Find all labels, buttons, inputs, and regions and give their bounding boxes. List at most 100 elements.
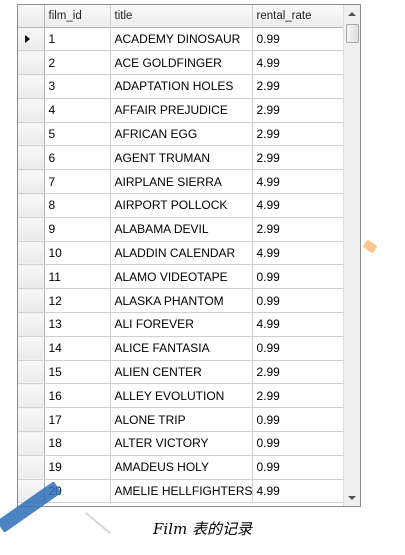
cell-title[interactable]: ALIEN CENTER bbox=[110, 360, 253, 385]
cell-rental-rate[interactable]: 4.99 bbox=[252, 193, 344, 218]
cell-film-id[interactable]: 3 bbox=[44, 74, 111, 99]
table-row[interactable]: 10 ALADDIN CALENDAR 4.99 bbox=[18, 241, 344, 266]
cell-title[interactable]: AFRICAN EGG bbox=[110, 122, 253, 147]
row-selector[interactable] bbox=[18, 145, 45, 171]
cell-film-id[interactable]: 8 bbox=[44, 193, 111, 218]
cell-rental-rate[interactable]: 2.99 bbox=[252, 145, 344, 171]
row-selector[interactable] bbox=[18, 360, 45, 385]
row-selector[interactable] bbox=[18, 217, 45, 242]
cell-title[interactable]: ALLEY EVOLUTION bbox=[110, 383, 253, 409]
table-row[interactable]: 17 ALONE TRIP 0.99 bbox=[18, 407, 344, 433]
cell-rental-rate[interactable]: 2.99 bbox=[252, 74, 344, 99]
scroll-down-button[interactable] bbox=[344, 489, 360, 506]
cell-film-id[interactable]: 9 bbox=[44, 217, 111, 242]
cell-rental-rate[interactable]: 4.99 bbox=[252, 50, 344, 76]
table-row[interactable]: 19 AMADEUS HOLY 0.99 bbox=[18, 455, 344, 480]
cell-title[interactable]: ALONE TRIP bbox=[110, 407, 253, 433]
cell-title[interactable]: AGENT TRUMAN bbox=[110, 145, 253, 171]
row-selector[interactable] bbox=[18, 288, 45, 314]
cell-title[interactable]: ALASKA PHANTOM bbox=[110, 288, 253, 314]
vertical-scrollbar[interactable] bbox=[343, 5, 360, 506]
row-selector[interactable] bbox=[18, 479, 45, 504]
cell-rental-rate[interactable]: 0.99 bbox=[252, 336, 344, 361]
row-selector[interactable] bbox=[18, 336, 45, 361]
cell-film-id[interactable]: 7 bbox=[44, 169, 111, 195]
cell-title[interactable]: ALADDIN CALENDAR bbox=[110, 241, 253, 266]
table-row[interactable]: 8 AIRPORT POLLOCK 4.99 bbox=[18, 193, 344, 218]
cell-film-id[interactable]: 6 bbox=[44, 145, 111, 171]
row-selector[interactable] bbox=[18, 264, 45, 290]
column-header-film-id[interactable]: film_id bbox=[44, 5, 111, 28]
cell-rental-rate[interactable]: 0.99 bbox=[252, 431, 344, 456]
cell-film-id[interactable]: 11 bbox=[44, 264, 111, 290]
row-selector[interactable] bbox=[18, 312, 45, 337]
cell-rental-rate[interactable]: 2.99 bbox=[252, 98, 344, 123]
cell-film-id[interactable]: 19 bbox=[44, 455, 111, 480]
cell-film-id[interactable]: 4 bbox=[44, 98, 111, 123]
cell-film-id[interactable]: 1 bbox=[44, 27, 111, 52]
table-row[interactable]: 1 ACADEMY DINOSAUR 0.99 bbox=[18, 27, 344, 52]
row-selector[interactable] bbox=[18, 455, 45, 480]
cell-title[interactable]: AMELIE HELLFIGHTERS bbox=[110, 479, 253, 504]
cell-rental-rate[interactable]: 0.99 bbox=[252, 27, 344, 52]
row-selector[interactable] bbox=[18, 74, 45, 99]
row-selector-header[interactable] bbox=[18, 5, 45, 28]
table-row[interactable]: 5 AFRICAN EGG 2.99 bbox=[18, 122, 344, 147]
table-row[interactable]: 12 ALASKA PHANTOM 0.99 bbox=[18, 288, 344, 314]
table-row[interactable]: 11 ALAMO VIDEOTAPE 0.99 bbox=[18, 264, 344, 290]
cell-rental-rate[interactable]: 4.99 bbox=[252, 169, 344, 195]
cell-rental-rate[interactable]: 0.99 bbox=[252, 264, 344, 290]
row-selector[interactable] bbox=[18, 50, 45, 76]
table-row[interactable]: 20 AMELIE HELLFIGHTERS 4.99 bbox=[18, 479, 344, 504]
cell-rental-rate[interactable]: 2.99 bbox=[252, 360, 344, 385]
cell-rental-rate[interactable]: 2.99 bbox=[252, 383, 344, 409]
cell-title[interactable]: AFFAIR PREJUDICE bbox=[110, 98, 253, 123]
cell-film-id[interactable]: 2 bbox=[44, 50, 111, 76]
cell-rental-rate[interactable]: 0.99 bbox=[252, 407, 344, 433]
cell-title[interactable]: ADAPTATION HOLES bbox=[110, 74, 253, 99]
cell-film-id[interactable]: 12 bbox=[44, 288, 111, 314]
column-header-rental-rate[interactable]: rental_rate bbox=[252, 5, 344, 28]
scroll-thumb[interactable] bbox=[346, 24, 359, 43]
cell-title[interactable]: AIRPORT POLLOCK bbox=[110, 193, 253, 218]
cell-film-id[interactable]: 16 bbox=[44, 383, 111, 409]
column-header-title[interactable]: title bbox=[110, 5, 253, 28]
cell-title[interactable]: ALI FOREVER bbox=[110, 312, 253, 337]
table-row[interactable]: 9 ALABAMA DEVIL 2.99 bbox=[18, 217, 344, 242]
cell-rental-rate[interactable]: 4.99 bbox=[252, 479, 344, 504]
cell-film-id[interactable]: 20 bbox=[44, 479, 111, 504]
table-row[interactable]: 6 AGENT TRUMAN 2.99 bbox=[18, 145, 344, 171]
cell-title[interactable]: ALAMO VIDEOTAPE bbox=[110, 264, 253, 290]
cell-title[interactable]: ACE GOLDFINGER bbox=[110, 50, 253, 76]
row-selector[interactable] bbox=[18, 407, 45, 433]
row-selector[interactable] bbox=[18, 98, 45, 123]
cell-film-id[interactable]: 15 bbox=[44, 360, 111, 385]
cell-title[interactable]: ALTER VICTORY bbox=[110, 431, 253, 456]
cell-rental-rate[interactable]: 4.99 bbox=[252, 241, 344, 266]
table-row[interactable]: 4 AFFAIR PREJUDICE 2.99 bbox=[18, 98, 344, 123]
row-selector[interactable] bbox=[18, 27, 45, 52]
cell-rental-rate[interactable]: 0.99 bbox=[252, 455, 344, 480]
scroll-up-button[interactable] bbox=[344, 5, 360, 22]
table-row[interactable]: 15 ALIEN CENTER 2.99 bbox=[18, 360, 344, 385]
cell-rental-rate[interactable]: 4.99 bbox=[252, 312, 344, 337]
cell-film-id[interactable]: 18 bbox=[44, 431, 111, 456]
table-row[interactable]: 18 ALTER VICTORY 0.99 bbox=[18, 431, 344, 456]
table-row[interactable]: 16 ALLEY EVOLUTION 2.99 bbox=[18, 383, 344, 409]
cell-film-id[interactable]: 5 bbox=[44, 122, 111, 147]
row-selector[interactable] bbox=[18, 193, 45, 218]
cell-title[interactable]: AIRPLANE SIERRA bbox=[110, 169, 253, 195]
table-row[interactable]: 7 AIRPLANE SIERRA 4.99 bbox=[18, 169, 344, 195]
row-selector[interactable] bbox=[18, 431, 45, 456]
cell-film-id[interactable]: 17 bbox=[44, 407, 111, 433]
cell-title[interactable]: AMADEUS HOLY bbox=[110, 455, 253, 480]
cell-rental-rate[interactable]: 2.99 bbox=[252, 217, 344, 242]
table-row[interactable]: 2 ACE GOLDFINGER 4.99 bbox=[18, 50, 344, 76]
row-selector[interactable] bbox=[18, 169, 45, 195]
cell-rental-rate[interactable]: 0.99 bbox=[252, 288, 344, 314]
cell-film-id[interactable]: 10 bbox=[44, 241, 111, 266]
cell-title[interactable]: ALABAMA DEVIL bbox=[110, 217, 253, 242]
table-row[interactable]: 13 ALI FOREVER 4.99 bbox=[18, 312, 344, 337]
table-row[interactable]: 3 ADAPTATION HOLES 2.99 bbox=[18, 74, 344, 99]
row-selector[interactable] bbox=[18, 383, 45, 409]
